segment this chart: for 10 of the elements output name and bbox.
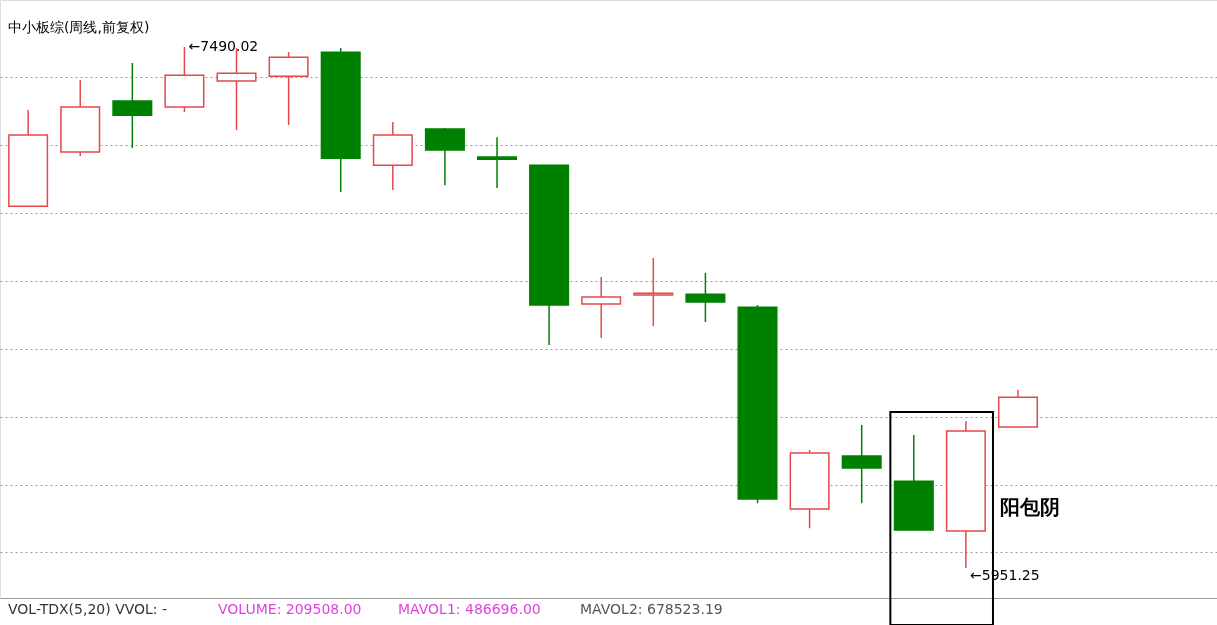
candlestick (633, 257, 674, 327)
annotation: 阳包阴 (1000, 495, 1060, 519)
text: 中小板综(周线,前复权) (8, 19, 150, 35)
text: VOLUME: 209508.00 (218, 601, 362, 617)
candlestick (581, 276, 622, 339)
text: MAVOL1: 486696.00 (398, 601, 541, 617)
annotation: ←7490.02 (188, 38, 259, 55)
text: MAVOL2: 678523.19 (580, 601, 723, 617)
candlestick (476, 136, 518, 189)
text: VOL-TDX(5,20) VVOL: - (8, 601, 168, 617)
